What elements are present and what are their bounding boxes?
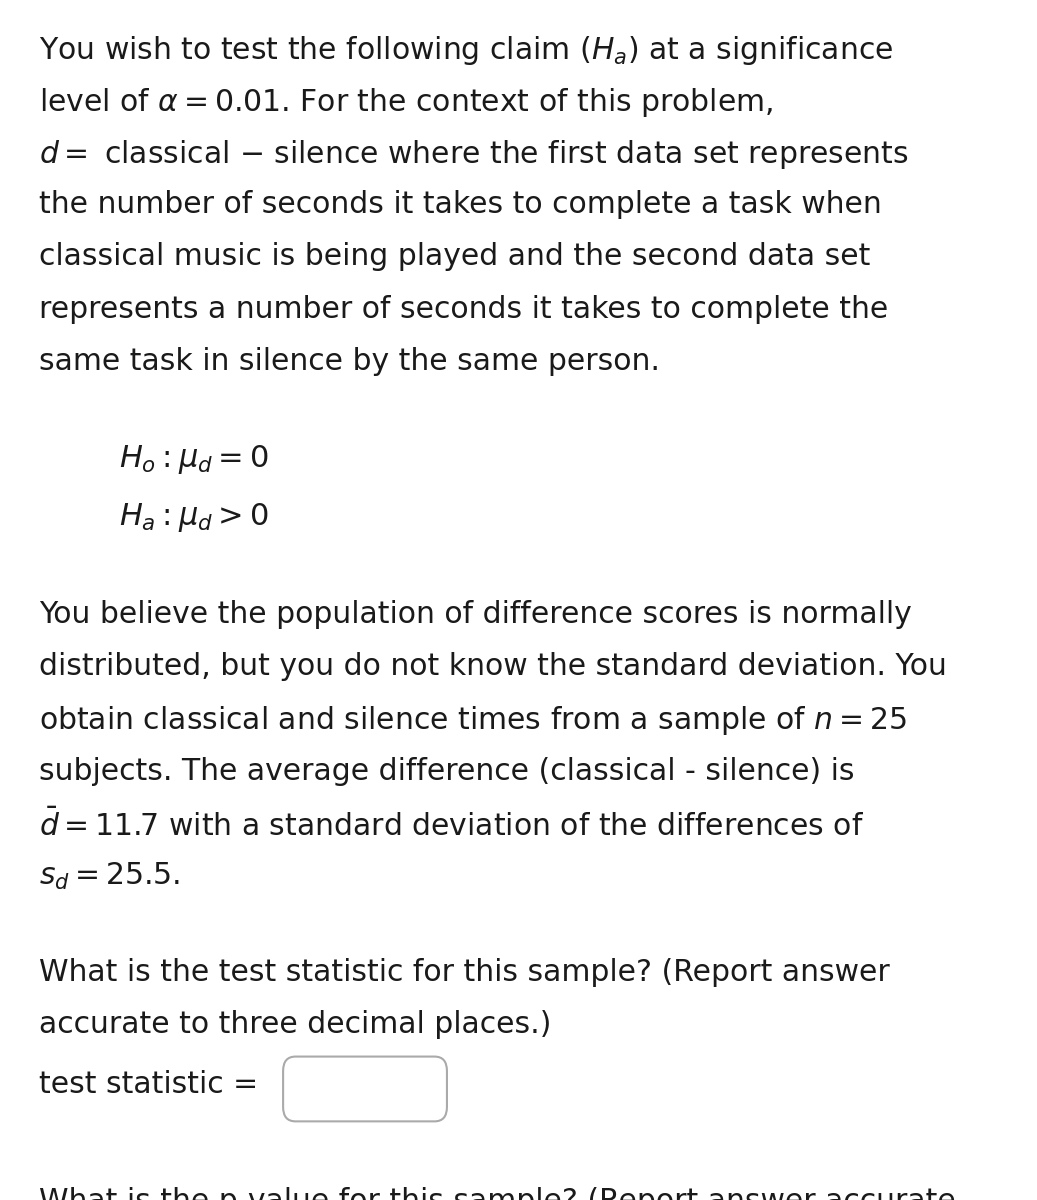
Text: distributed, but you do not know the standard deviation. You: distributed, but you do not know the sta… bbox=[39, 652, 947, 682]
Text: $\bar{d} = 11.7$ with a standard deviation of the differences of: $\bar{d} = 11.7$ with a standard deviati… bbox=[39, 809, 865, 842]
Text: $s_d = 25.5.$: $s_d = 25.5.$ bbox=[39, 860, 180, 892]
Text: the number of seconds it takes to complete a task when: the number of seconds it takes to comple… bbox=[39, 190, 882, 220]
FancyBboxPatch shape bbox=[283, 1056, 447, 1121]
Text: $d =$ classical $-$ silence where the first data set represents: $d =$ classical $-$ silence where the fi… bbox=[39, 138, 909, 170]
Text: $H_o : \mu_d = 0$: $H_o : \mu_d = 0$ bbox=[119, 443, 269, 476]
Text: What is the p-value for this sample? (Report answer accurate: What is the p-value for this sample? (Re… bbox=[39, 1187, 956, 1200]
Text: What is the test statistic for this sample? (Report answer: What is the test statistic for this samp… bbox=[39, 958, 890, 986]
Text: obtain classical and silence times from a sample of $n = 25$: obtain classical and silence times from … bbox=[39, 704, 907, 737]
Text: $H_a : \mu_d > 0$: $H_a : \mu_d > 0$ bbox=[119, 500, 269, 534]
Text: same task in silence by the same person.: same task in silence by the same person. bbox=[39, 347, 661, 376]
Text: test statistic =: test statistic = bbox=[39, 1069, 258, 1099]
Text: represents a number of seconds it takes to complete the: represents a number of seconds it takes … bbox=[39, 294, 889, 324]
Text: level of $\alpha = 0.01$. For the context of this problem,: level of $\alpha = 0.01$. For the contex… bbox=[39, 85, 774, 119]
Text: You wish to test the following claim ($H_a$) at a significance: You wish to test the following claim ($H… bbox=[39, 34, 894, 67]
Text: You believe the population of difference scores is normally: You believe the population of difference… bbox=[39, 600, 913, 629]
Text: subjects. The average difference (classical - silence) is: subjects. The average difference (classi… bbox=[39, 756, 854, 786]
Text: accurate to three decimal places.): accurate to three decimal places.) bbox=[39, 1009, 552, 1039]
Text: classical music is being played and the second data set: classical music is being played and the … bbox=[39, 242, 871, 271]
